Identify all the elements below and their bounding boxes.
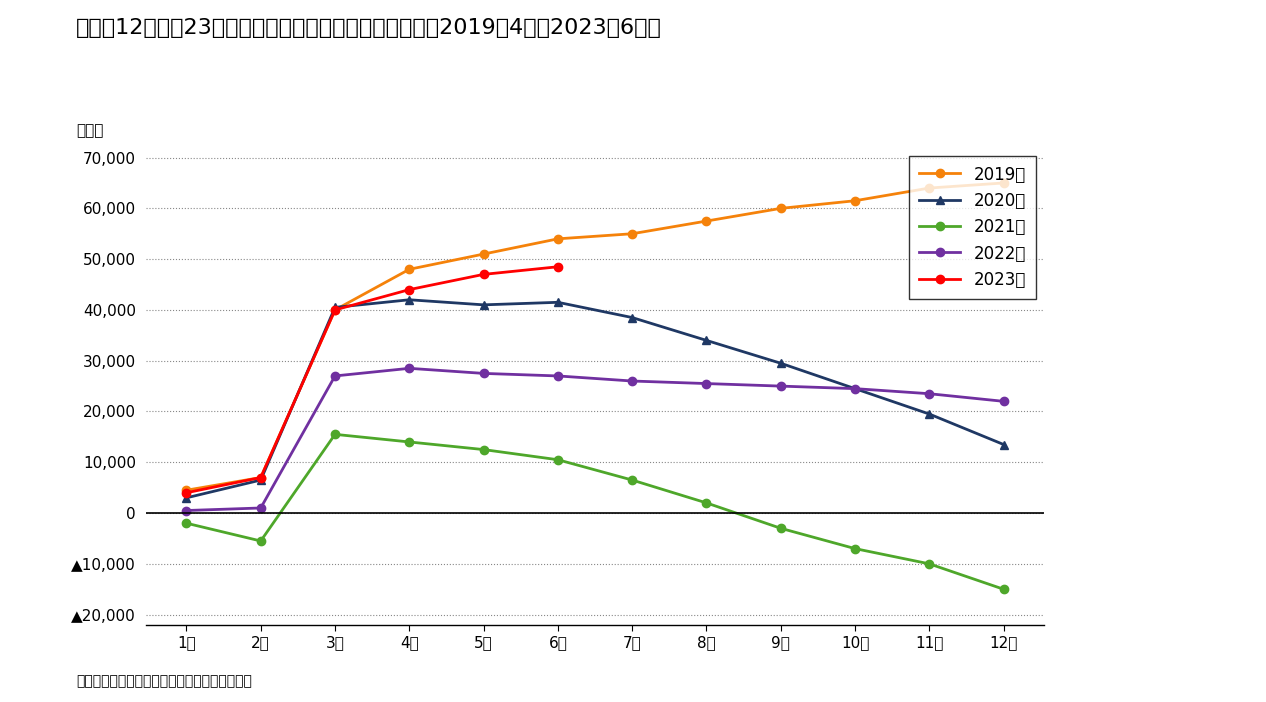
2021年 — [922, 559, 937, 568]
2022年 — [624, 377, 639, 385]
2019年 — [328, 305, 343, 314]
Line: 2022年: 2022年 — [182, 364, 1008, 515]
2022年 — [996, 397, 1012, 406]
2022年 — [699, 379, 714, 388]
2019年 — [401, 265, 417, 274]
2023年 — [476, 270, 491, 279]
2020年 — [476, 300, 491, 309]
2021年 — [699, 498, 714, 507]
2020年 — [253, 476, 268, 484]
2022年 — [922, 390, 937, 398]
2021年 — [847, 544, 862, 552]
2020年 — [551, 298, 566, 307]
2023年 — [551, 263, 566, 271]
2022年 — [179, 506, 194, 515]
2019年 — [847, 197, 862, 205]
2019年 — [551, 234, 566, 243]
Legend: 2019年, 2020年, 2021年, 2022年, 2023年: 2019年, 2020年, 2021年, 2022年, 2023年 — [909, 156, 1036, 299]
Line: 2019年: 2019年 — [182, 179, 1008, 494]
2022年 — [328, 372, 343, 380]
2019年 — [179, 486, 194, 494]
Line: 2020年: 2020年 — [182, 296, 1008, 502]
2020年 — [401, 296, 417, 304]
2023年 — [328, 305, 343, 314]
2021年 — [401, 438, 417, 446]
Text: （出所）総務省「住民基本台帳人口移動報告」: （出所）総務省「住民基本台帳人口移動報告」 — [76, 674, 252, 688]
2019年 — [253, 473, 268, 482]
2021年 — [179, 519, 194, 527]
2020年 — [328, 303, 343, 312]
2022年 — [774, 382, 789, 390]
2019年 — [624, 230, 639, 238]
2021年 — [551, 456, 566, 464]
2019年 — [996, 179, 1012, 187]
Line: 2023年: 2023年 — [182, 263, 562, 497]
2023年 — [179, 489, 194, 497]
2020年 — [624, 313, 639, 322]
2020年 — [179, 494, 194, 502]
2023年 — [401, 286, 417, 294]
2020年 — [922, 410, 937, 418]
2020年 — [699, 336, 714, 345]
2021年 — [253, 537, 268, 545]
2022年 — [401, 364, 417, 373]
2019年 — [774, 204, 789, 213]
2021年 — [328, 430, 343, 439]
2022年 — [253, 504, 268, 512]
2021年 — [624, 476, 639, 484]
2021年 — [996, 585, 1012, 593]
2019年 — [476, 250, 491, 258]
Text: （人）: （人） — [76, 123, 104, 138]
2019年 — [922, 184, 937, 192]
2020年 — [774, 359, 789, 367]
2021年 — [476, 445, 491, 453]
2022年 — [476, 369, 491, 378]
Text: 図表－12　東京23区の転入超過数（各年の月次累計値、2019年4月～2023年6月）: 図表－12 東京23区の転入超過数（各年の月次累計値、2019年4月～2023年… — [76, 18, 662, 37]
2019年 — [699, 217, 714, 225]
2023年 — [253, 473, 268, 482]
Line: 2021年: 2021年 — [182, 430, 1008, 593]
2022年 — [847, 385, 862, 393]
2020年 — [996, 440, 1012, 449]
2022年 — [551, 372, 566, 380]
2021年 — [774, 524, 789, 533]
